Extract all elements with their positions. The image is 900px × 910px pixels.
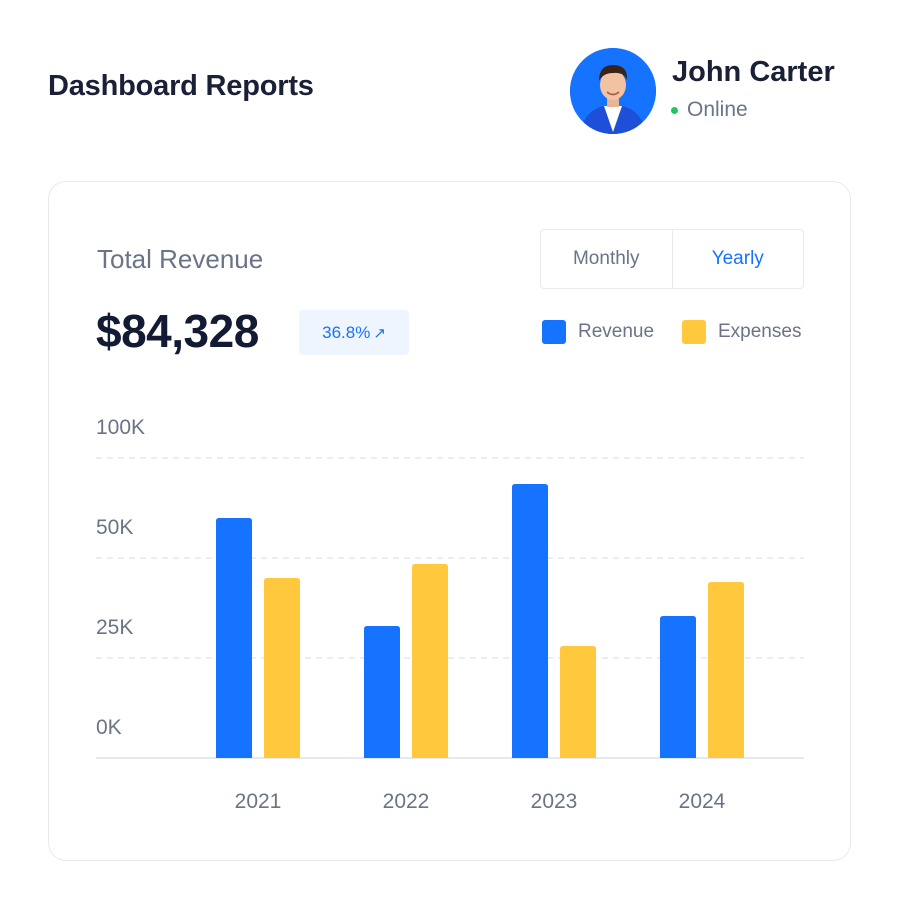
arrow-up-right-icon: ↗: [373, 324, 386, 342]
revenue-card: Total Revenue $84,328 36.8% ↗ Monthly Ye…: [48, 181, 851, 861]
legend-swatch-expenses: [682, 320, 706, 344]
legend-label-revenue: Revenue: [578, 321, 655, 342]
x-tick-label: 2023: [531, 790, 578, 813]
y-tick-label: 0K: [96, 716, 122, 739]
legend-expenses: Expenses: [682, 320, 801, 344]
x-tick-label: 2024: [679, 790, 726, 813]
status-dot-icon: [671, 106, 678, 114]
user-name: John Carter: [672, 56, 835, 88]
bar-revenue-2022: [364, 626, 400, 758]
bar-expenses-2022: [412, 564, 448, 758]
y-tick-label: 25K: [96, 616, 133, 639]
legend-swatch-revenue: [542, 320, 566, 344]
period-toggle[interactable]: Monthly Yearly: [540, 229, 804, 289]
bar-chart: 0K 25K 50K 100K 2021 2022 2023 2024: [96, 416, 804, 813]
toggle-monthly[interactable]: Monthly: [541, 230, 673, 288]
user-status: Online: [671, 98, 748, 122]
bar-revenue-2023: [512, 484, 548, 758]
x-tick-label: 2021: [235, 790, 282, 813]
bar-expenses-2023: [560, 646, 596, 758]
growth-badge: 36.8% ↗: [299, 310, 409, 355]
avatar-photo: [570, 48, 656, 134]
card-title: Total Revenue: [97, 244, 264, 274]
toggle-yearly[interactable]: Yearly: [711, 248, 764, 269]
bar-expenses-2021: [264, 578, 300, 758]
bar-expenses-2024: [708, 582, 744, 758]
y-tick-label: 100K: [96, 416, 145, 439]
legend-label-expenses: Expenses: [718, 321, 802, 342]
status-label: Online: [687, 98, 748, 121]
bar-revenue-2024: [660, 616, 696, 758]
x-tick-label: 2022: [383, 790, 430, 813]
bar-revenue-2021: [216, 518, 252, 758]
page-title: Dashboard Reports: [48, 70, 314, 102]
legend-revenue: Revenue: [542, 320, 654, 344]
total-revenue-value: $84,328: [96, 305, 259, 357]
y-tick-label: 50K: [96, 516, 133, 539]
growth-value: 36.8%: [322, 322, 371, 342]
avatar[interactable]: [570, 48, 656, 134]
